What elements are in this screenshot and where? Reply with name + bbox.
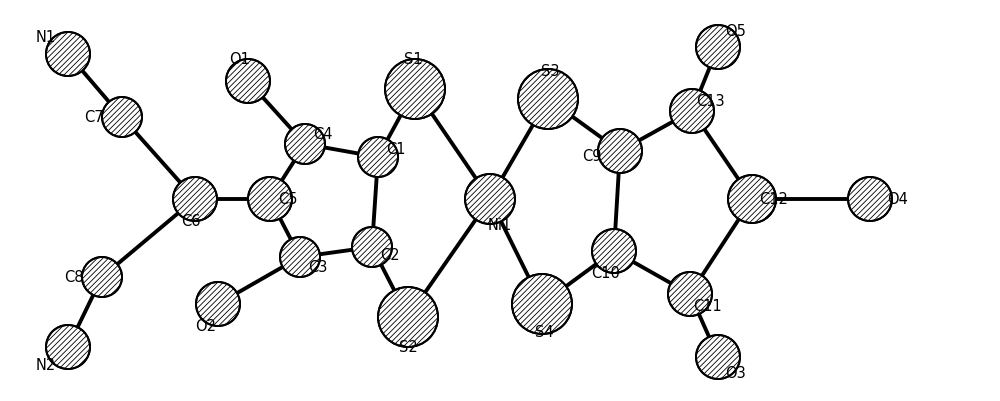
Ellipse shape: [46, 33, 90, 77]
Ellipse shape: [696, 335, 740, 379]
Text: C13: C13: [696, 94, 724, 109]
Ellipse shape: [46, 325, 90, 369]
Text: S3: S3: [541, 64, 559, 79]
Ellipse shape: [512, 274, 572, 334]
Ellipse shape: [280, 237, 320, 277]
Text: C8: C8: [64, 270, 84, 285]
Ellipse shape: [358, 138, 398, 178]
Text: C5: C5: [278, 192, 298, 207]
Ellipse shape: [598, 130, 642, 174]
Ellipse shape: [592, 229, 636, 273]
Ellipse shape: [385, 60, 445, 120]
Ellipse shape: [82, 257, 122, 297]
Ellipse shape: [518, 70, 578, 130]
Ellipse shape: [378, 287, 438, 347]
Text: C11: C11: [694, 299, 722, 314]
Ellipse shape: [465, 174, 515, 225]
Text: C3: C3: [308, 260, 328, 275]
Ellipse shape: [728, 176, 776, 223]
Ellipse shape: [696, 26, 740, 70]
Ellipse shape: [102, 98, 142, 138]
Ellipse shape: [196, 282, 240, 326]
Ellipse shape: [668, 272, 712, 316]
Text: Ni1: Ni1: [488, 218, 512, 233]
Text: C7: C7: [84, 110, 104, 125]
Text: S4: S4: [535, 325, 553, 340]
Text: O5: O5: [726, 24, 746, 39]
Text: N1: N1: [36, 29, 56, 45]
Text: O4: O4: [888, 192, 908, 207]
Ellipse shape: [248, 178, 292, 221]
Text: S1: S1: [404, 53, 422, 67]
Ellipse shape: [670, 90, 714, 134]
Text: O1: O1: [230, 53, 250, 67]
Text: C12: C12: [760, 192, 788, 207]
Text: S2: S2: [399, 340, 417, 354]
Text: C2: C2: [380, 248, 400, 263]
Text: O2: O2: [196, 319, 216, 334]
Ellipse shape: [848, 178, 892, 221]
Ellipse shape: [285, 125, 325, 164]
Text: N2: N2: [36, 358, 56, 373]
Text: C10: C10: [592, 266, 620, 281]
Text: C9: C9: [582, 149, 602, 164]
Ellipse shape: [352, 227, 392, 267]
Text: C4: C4: [313, 127, 333, 142]
Text: O3: O3: [726, 366, 746, 381]
Ellipse shape: [173, 178, 217, 221]
Ellipse shape: [226, 60, 270, 104]
Text: C1: C1: [386, 142, 406, 157]
Text: C6: C6: [181, 214, 201, 229]
